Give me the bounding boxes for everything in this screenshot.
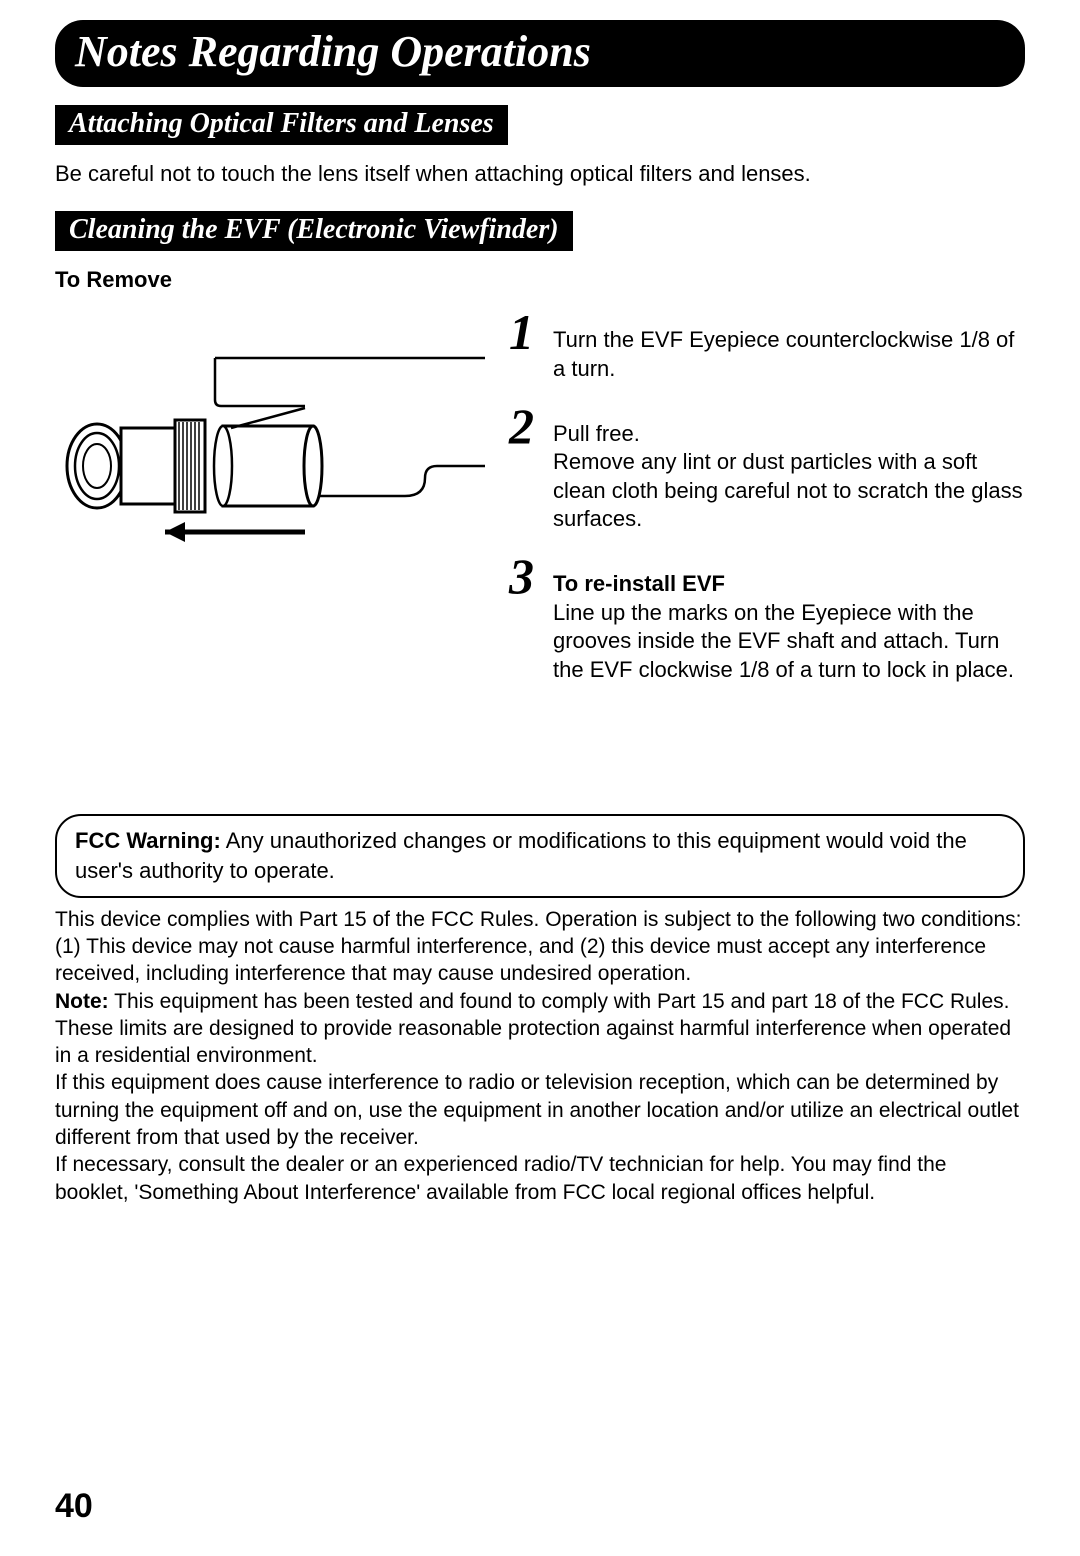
- step-3-body: Line up the marks on the Eyepiece with t…: [553, 600, 1014, 682]
- steps-column: 1 Turn the EVF Eyepiece counterclockwise…: [509, 310, 1025, 704]
- step-2-rest: Remove any lint or dust particles with a…: [553, 449, 1023, 531]
- section2-subhead: To Remove: [55, 265, 1025, 295]
- fcc-warning-box: FCC Warning: Any unauthorized changes or…: [55, 814, 1025, 897]
- section1-text: Be careful not to touch the lens itself …: [55, 159, 1025, 189]
- fcc-p4: If necessary, consult the dealer or an e…: [55, 1151, 1025, 1206]
- section1-heading: Attaching Optical Filters and Lenses: [55, 105, 508, 145]
- step-3-number: 3: [509, 554, 547, 599]
- page-number: 40: [55, 1487, 93, 1526]
- step-1-text: Turn the EVF Eyepiece counterclockwise 1…: [553, 310, 1025, 383]
- step-2-line1: Pull free.: [553, 421, 640, 446]
- section2-heading: Cleaning the EVF (Electronic Viewfinder): [55, 211, 573, 251]
- fcc-p2-wrap: Note: This equipment has been tested and…: [55, 988, 1025, 1070]
- fcc-p3: If this equipment does cause interferenc…: [55, 1069, 1025, 1151]
- step-2-text: Pull free. Remove any lint or dust parti…: [553, 404, 1025, 534]
- fcc-note-label: Note:: [55, 990, 109, 1013]
- step-3: 3 To re-install EVF Line up the marks on…: [509, 554, 1025, 684]
- fcc-p1: This device complies with Part 15 of the…: [55, 906, 1025, 988]
- step-3-text: To re-install EVF Line up the marks on t…: [553, 554, 1025, 684]
- step-2: 2 Pull free. Remove any lint or dust par…: [509, 404, 1025, 534]
- page-title: Notes Regarding Operations: [55, 20, 1025, 87]
- section2-content: 1 Turn the EVF Eyepiece counterclockwise…: [55, 310, 1025, 704]
- step-1-number: 1: [509, 310, 547, 355]
- step-3-lead: To re-install EVF: [553, 571, 725, 596]
- step-2-number: 2: [509, 404, 547, 449]
- step-1: 1 Turn the EVF Eyepiece counterclockwise…: [509, 310, 1025, 383]
- fcc-label: FCC Warning:: [75, 828, 221, 853]
- fcc-p2: This equipment has been tested and found…: [55, 990, 1011, 1068]
- fcc-body: This device complies with Part 15 of the…: [55, 906, 1025, 1206]
- evf-diagram: [55, 310, 485, 571]
